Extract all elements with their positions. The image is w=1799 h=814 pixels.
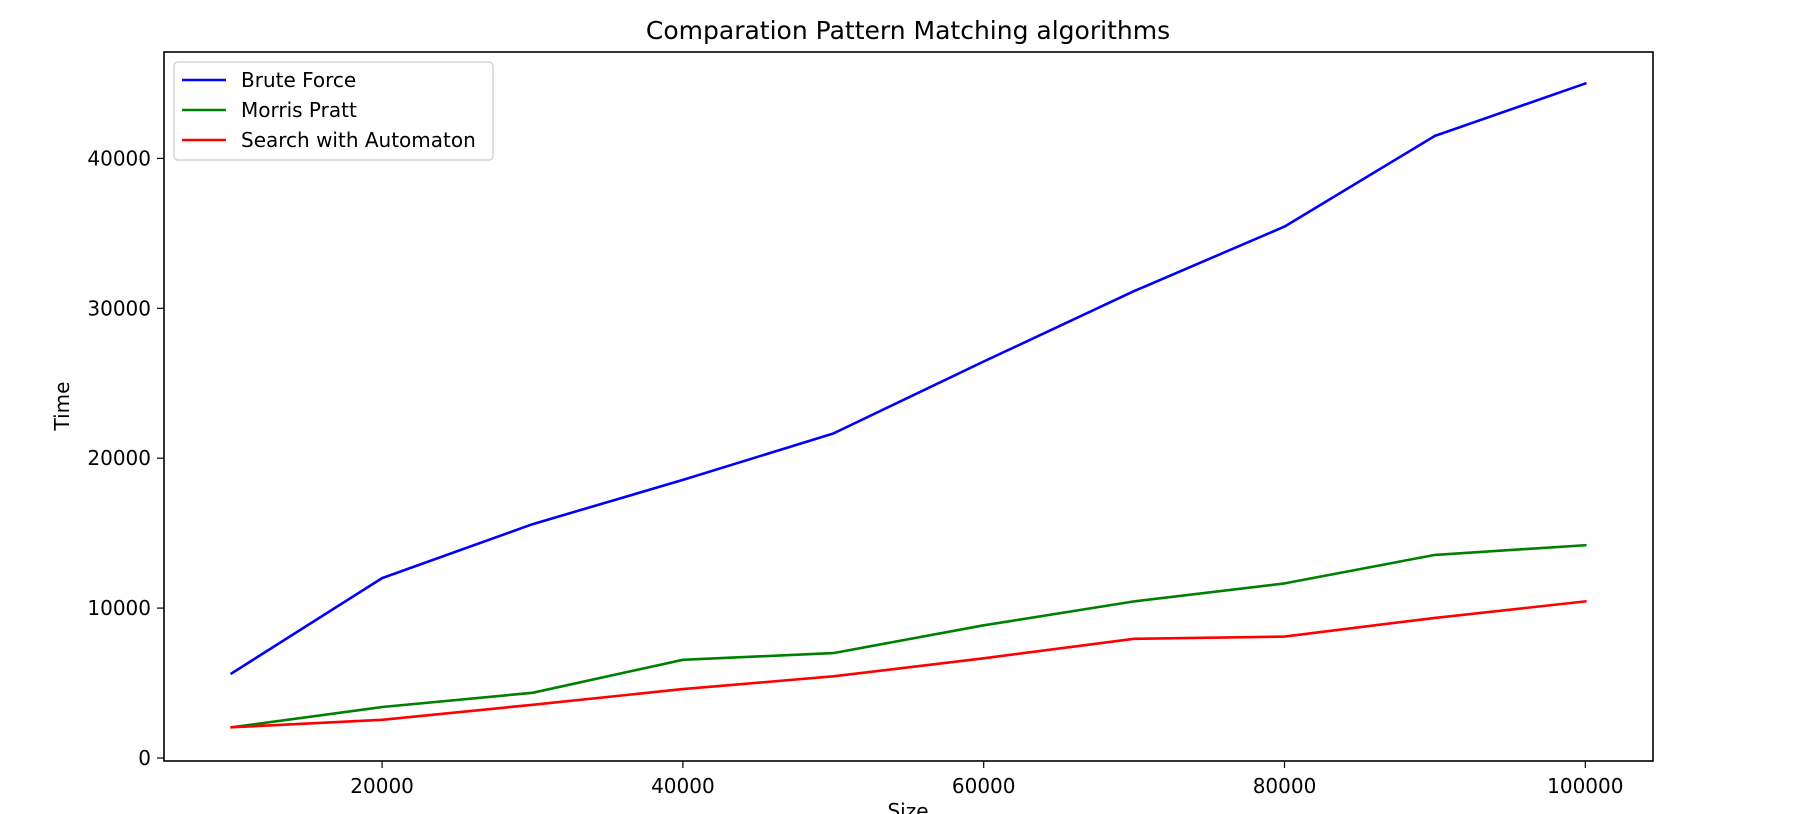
x-tick-label: 100000: [1547, 774, 1623, 798]
x-tick-label: 40000: [651, 774, 715, 798]
legend-box: [173, 61, 494, 161]
x-axis-label: Size: [887, 799, 928, 814]
x-tick-label: 80000: [1253, 774, 1317, 798]
y-tick-label: 10000: [87, 596, 151, 620]
y-tick-label: 20000: [87, 446, 151, 470]
y-tick-label: 0: [138, 746, 151, 770]
legend-label-2: Morris Pratt: [241, 98, 357, 122]
x-axis: 20000 40000 60000 80000 100000: [350, 761, 1623, 798]
series-line-1: [229, 81, 1587, 676]
series-line-2: [230, 543, 1587, 729]
x-tick-label: 20000: [350, 774, 414, 798]
chart-title: Comparation Pattern Matching algorithms: [646, 16, 1170, 45]
plot-area: [229, 81, 1587, 729]
y-axis-label: Time: [50, 382, 74, 432]
x-tick-label: 60000: [952, 774, 1016, 798]
y-tick-label: 30000: [87, 296, 151, 320]
legend: Brute Force Morris Pratt Search with Autom…: [173, 61, 494, 161]
y-tick-label: 40000: [87, 146, 151, 170]
y-axis: 0 10000 20000 30000 40000: [87, 146, 164, 770]
plot-frame: [163, 51, 1654, 762]
series-line-3: [230, 599, 1587, 729]
legend-label-1: Brute Force: [241, 68, 356, 92]
legend-label-3: Search with Automaton: [241, 128, 476, 152]
